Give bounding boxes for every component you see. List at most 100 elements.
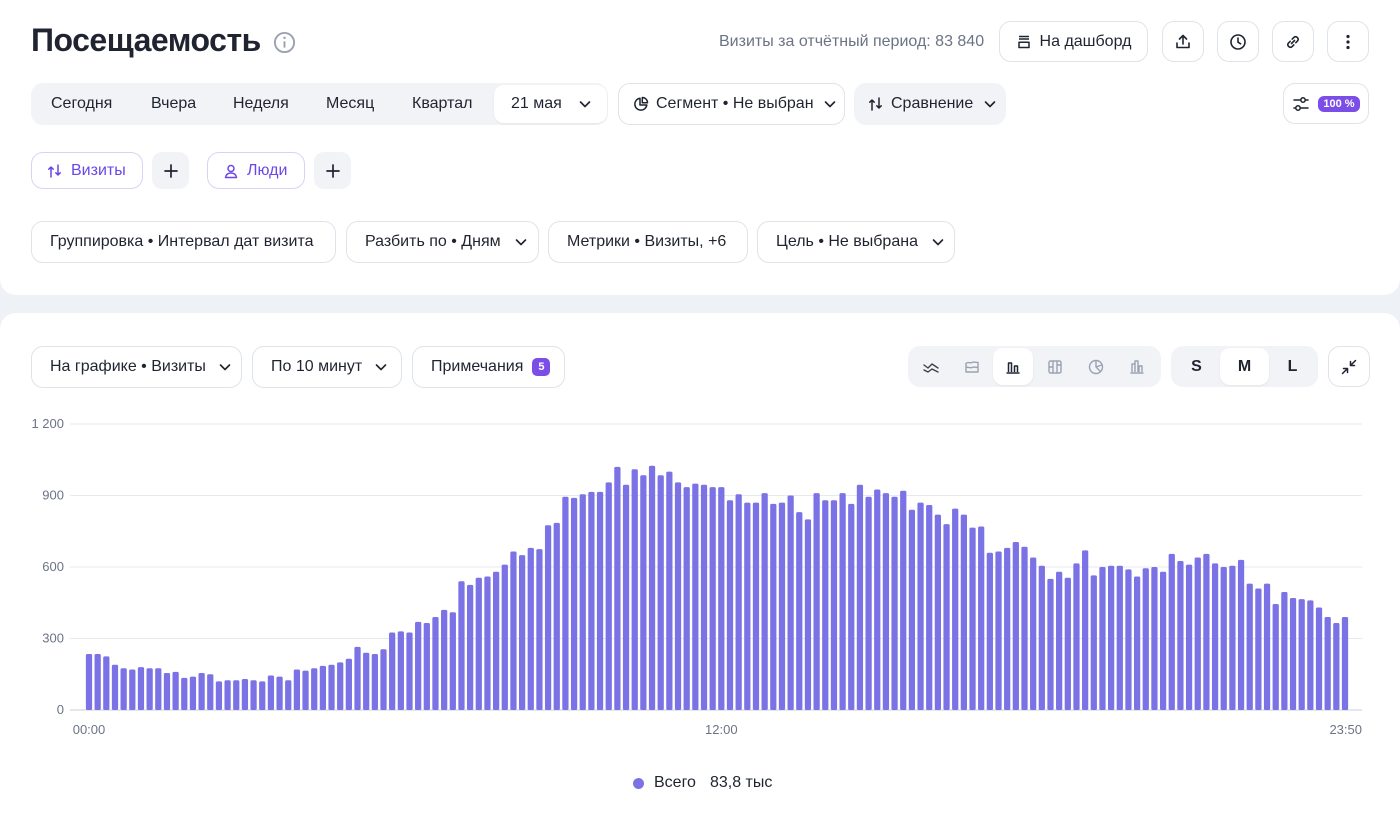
- bar[interactable]: [709, 487, 716, 710]
- more-button[interactable]: [1327, 21, 1369, 62]
- bar[interactable]: [250, 680, 257, 710]
- bar[interactable]: [969, 527, 976, 710]
- bar[interactable]: [328, 664, 335, 710]
- bar[interactable]: [285, 680, 292, 710]
- bar[interactable]: [822, 500, 829, 710]
- segment-dropdown[interactable]: Сегмент • Не выбран: [618, 83, 845, 125]
- bar[interactable]: [960, 514, 967, 710]
- bar[interactable]: [510, 551, 517, 710]
- bar[interactable]: [406, 632, 413, 710]
- chart-type-area[interactable]: [952, 348, 992, 385]
- bar[interactable]: [579, 494, 586, 710]
- bar[interactable]: [995, 551, 1002, 710]
- bar[interactable]: [345, 658, 352, 710]
- bar[interactable]: [1038, 565, 1045, 710]
- notes-button[interactable]: Примечания 5: [412, 346, 565, 388]
- split-dropdown[interactable]: Разбить по • Дням: [346, 221, 539, 263]
- bar[interactable]: [952, 508, 959, 710]
- info-icon[interactable]: [273, 31, 296, 54]
- bar[interactable]: [596, 491, 604, 710]
- period-yesterday[interactable]: Вчера: [151, 95, 197, 112]
- bar[interactable]: [900, 490, 907, 710]
- bar[interactable]: [527, 547, 534, 710]
- bar[interactable]: [1004, 547, 1011, 710]
- bar[interactable]: [1203, 553, 1210, 710]
- bar[interactable]: [796, 512, 803, 710]
- add-people-metric-button[interactable]: [314, 152, 351, 189]
- bar[interactable]: [804, 519, 812, 710]
- copy-link-button[interactable]: [1272, 21, 1314, 62]
- metric-chip-visits[interactable]: Визиты: [31, 152, 143, 189]
- chart-type-bar[interactable]: [993, 348, 1033, 385]
- bar[interactable]: [94, 653, 101, 710]
- bar[interactable]: [163, 673, 171, 710]
- bar[interactable]: [1047, 578, 1054, 710]
- metric-chip-people[interactable]: Люди: [207, 152, 305, 189]
- bar[interactable]: [397, 631, 404, 710]
- bar[interactable]: [389, 632, 396, 710]
- bar[interactable]: [588, 491, 595, 710]
- bar[interactable]: [848, 503, 855, 710]
- size-s-button[interactable]: S: [1191, 357, 1202, 375]
- bar[interactable]: [432, 617, 439, 710]
- bar[interactable]: [692, 483, 699, 710]
- bar[interactable]: [1116, 565, 1123, 710]
- bar[interactable]: [1289, 597, 1297, 710]
- bar[interactable]: [1142, 568, 1149, 710]
- bar[interactable]: [1307, 600, 1314, 710]
- bar[interactable]: [1229, 565, 1236, 710]
- bar[interactable]: [259, 681, 266, 710]
- bar[interactable]: [501, 564, 508, 710]
- bar[interactable]: [553, 522, 560, 710]
- bar[interactable]: [648, 465, 656, 710]
- bar[interactable]: [1263, 583, 1271, 710]
- bar[interactable]: [207, 674, 214, 710]
- bar[interactable]: [146, 668, 153, 710]
- bar[interactable]: [1012, 541, 1019, 710]
- bar[interactable]: [423, 623, 430, 710]
- bar[interactable]: [1125, 569, 1132, 710]
- bar[interactable]: [640, 475, 647, 710]
- bar[interactable]: [536, 549, 543, 711]
- bar[interactable]: [493, 571, 500, 710]
- bar[interactable]: [458, 581, 465, 710]
- bar[interactable]: [1315, 607, 1323, 710]
- bar[interactable]: [908, 509, 916, 710]
- bar[interactable]: [856, 484, 864, 710]
- bar[interactable]: [137, 667, 145, 710]
- bar[interactable]: [518, 555, 526, 710]
- bar[interactable]: [830, 500, 838, 710]
- bar[interactable]: [1056, 571, 1063, 710]
- bar[interactable]: [683, 487, 690, 710]
- bar[interactable]: [1099, 567, 1106, 710]
- compare-dropdown[interactable]: Сравнение: [854, 83, 1006, 125]
- bar[interactable]: [726, 500, 734, 710]
- bar[interactable]: [224, 680, 231, 710]
- bar[interactable]: [1246, 583, 1253, 710]
- chart-legend[interactable]: Всего 83,8 тыс: [633, 774, 772, 792]
- bar[interactable]: [198, 673, 205, 710]
- bar[interactable]: [1298, 599, 1305, 710]
- bar[interactable]: [986, 552, 993, 710]
- bar[interactable]: [449, 612, 456, 710]
- bar[interactable]: [120, 668, 127, 710]
- bar[interactable]: [778, 502, 786, 710]
- bar[interactable]: [337, 662, 344, 710]
- bar[interactable]: [874, 489, 881, 710]
- bar[interactable]: [363, 652, 370, 710]
- bar[interactable]: [1168, 553, 1175, 710]
- bar[interactable]: [1324, 617, 1331, 710]
- bar[interactable]: [735, 494, 742, 710]
- bar[interactable]: [657, 475, 664, 710]
- export-button[interactable]: [1162, 21, 1204, 62]
- bar[interactable]: [891, 496, 898, 710]
- bar[interactable]: [1108, 565, 1115, 710]
- bar[interactable]: [111, 664, 119, 710]
- date-picker[interactable]: 21 мая: [494, 85, 607, 123]
- bar[interactable]: [1185, 564, 1193, 710]
- bar[interactable]: [752, 502, 760, 710]
- bar[interactable]: [1151, 567, 1158, 710]
- bar[interactable]: [484, 576, 491, 710]
- bar[interactable]: [1159, 571, 1167, 710]
- bar[interactable]: [1073, 563, 1080, 710]
